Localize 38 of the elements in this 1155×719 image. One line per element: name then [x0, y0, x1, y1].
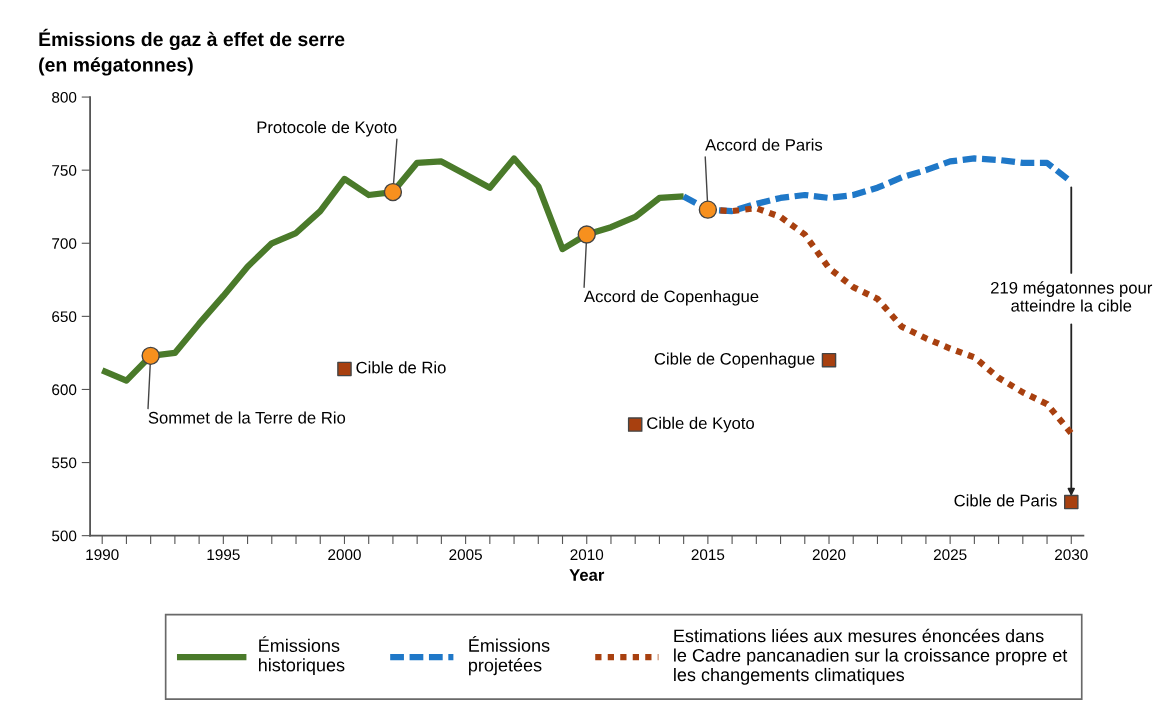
y-tick-label: 750 [52, 165, 77, 176]
annotation: Sommet de la Terre de Rio [148, 411, 346, 424]
y-axis-title: Émissions de gaz à effet de serre (en mégatonnes) [39, 28, 345, 76]
annotation: Cible de Paris [954, 494, 1057, 507]
point [141, 346, 160, 366]
y-tick-label: 700 [52, 238, 77, 249]
point [337, 361, 352, 377]
annotation: Cible de Kyoto [647, 416, 754, 433]
point [821, 352, 837, 368]
x-tick-label: 1995 [207, 549, 240, 561]
annotation: Cible de Rio [356, 361, 446, 374]
y-tick-label: 800 [52, 91, 77, 103]
legend-label: Émissions projetées [469, 636, 550, 676]
x-tick-label: 2015 [691, 549, 725, 561]
point [698, 200, 718, 219]
legend-label: Estimations liées aux mesures énoncées dans le Cadre pancanadien sur la croissance propre et les changements climatiques [674, 628, 1068, 685]
legend-label: Émissions historiques [259, 636, 345, 676]
point [1063, 494, 1079, 510]
x-tick-label: 2030 [1055, 549, 1088, 561]
y-tick-label: 650 [52, 311, 77, 323]
x-axis-title: Year [569, 569, 605, 581]
x-tick-label: 2005 [449, 549, 482, 561]
point [383, 182, 403, 202]
y-tick-label: 550 [52, 457, 77, 469]
x-tick-label: 1990 [86, 549, 119, 561]
annotation: Cible de Copenhague [654, 352, 815, 368]
point [577, 225, 596, 244]
annotation: Accord de Paris [705, 138, 823, 151]
x-tick-label: 2010 [570, 549, 604, 561]
x-tick-label: 2000 [328, 549, 361, 561]
annotation: 219 mégatonnes pour atteindre la cible [991, 281, 1153, 312]
annotation: Protocole de Kyoto [257, 121, 397, 137]
annotation: Accord de Copenhague [584, 290, 759, 306]
y-tick-label: 500 [52, 530, 77, 542]
x-tick-label: 2025 [933, 549, 967, 561]
point [627, 417, 643, 432]
y-tick-label: 600 [52, 384, 77, 396]
x-tick-label: 2020 [812, 549, 846, 561]
